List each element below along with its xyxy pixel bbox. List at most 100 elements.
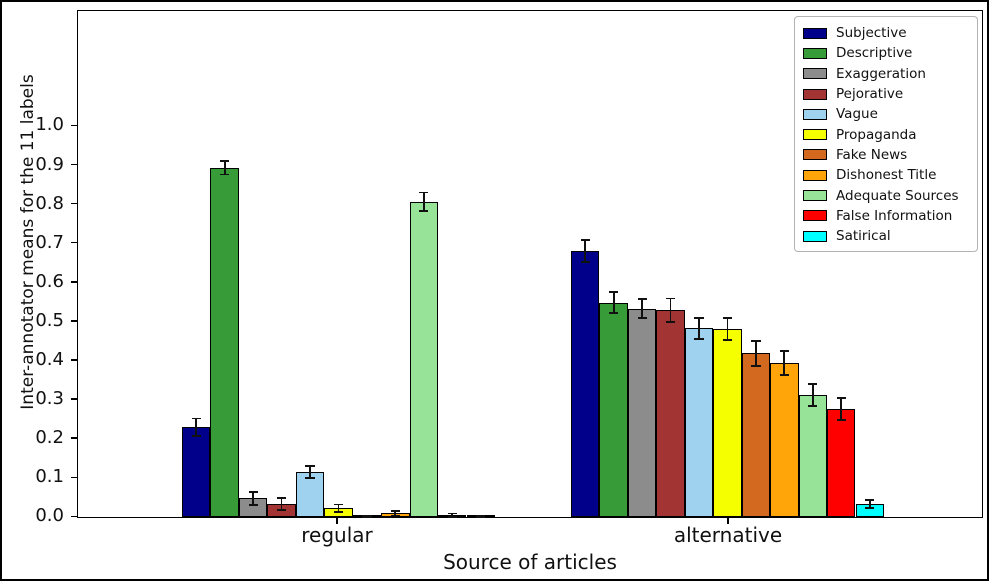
error-bar-alternative-propaganda bbox=[726, 318, 729, 340]
y-tick-mark-0.7 bbox=[71, 241, 77, 244]
error-cap-high-regular-fake-news bbox=[362, 514, 372, 517]
error-cap-low-regular-descriptive bbox=[220, 173, 230, 176]
legend-swatch-false-information bbox=[803, 210, 827, 222]
y-tick-mark-0.0 bbox=[71, 515, 77, 518]
error-cap-low-regular-satirical bbox=[476, 516, 486, 518]
y-tick-mark-0.4 bbox=[71, 359, 77, 361]
y-tick-label-0.9: 0.9 bbox=[35, 153, 64, 175]
error-cap-low-alternative-false-information bbox=[836, 418, 846, 421]
error-bar-alternative-vague bbox=[698, 317, 700, 339]
y-tick-mark-0.3 bbox=[71, 398, 77, 400]
y-tick-mark-0.1 bbox=[71, 476, 77, 479]
error-cap-low-regular-adequate-sources bbox=[419, 210, 429, 213]
y-tick-mark-0.5 bbox=[71, 320, 77, 322]
x-tick-label-alternative: alternative bbox=[673, 523, 783, 547]
bar-alternative-subjective bbox=[571, 251, 600, 517]
legend-swatch-dishonest-title bbox=[803, 169, 827, 181]
y-tick-label-0.0: 0.0 bbox=[35, 505, 64, 527]
error-bar-regular-propaganda bbox=[337, 504, 340, 513]
error-cap-high-regular-subjective bbox=[191, 417, 201, 420]
legend-swatch-subjective bbox=[803, 27, 827, 39]
error-cap-high-alternative-exaggeration bbox=[637, 297, 647, 300]
error-cap-low-alternative-pejorative bbox=[665, 321, 676, 323]
legend-swatch-descriptive bbox=[803, 47, 827, 59]
bar-regular-adequate-sources bbox=[409, 201, 439, 517]
error-cap-high-regular-vague bbox=[305, 465, 315, 468]
y-tick-mark-0.6 bbox=[71, 281, 77, 283]
error-cap-low-alternative-dishonest-title bbox=[779, 373, 789, 376]
error-cap-low-regular-exaggeration bbox=[248, 503, 258, 506]
error-bar-regular-subjective bbox=[195, 418, 198, 436]
legend-box: Subjective Descriptive Exaggeration Pejorat… bbox=[794, 16, 978, 253]
error-cap-low-alternative-satirical bbox=[865, 507, 875, 509]
legend-label-descriptive: Descriptive bbox=[836, 45, 913, 62]
legend-label-pejorative: Pejorative bbox=[836, 86, 904, 103]
legend-entry-fake-news: Fake News bbox=[803, 145, 969, 165]
error-cap-high-alternative-dishonest-title bbox=[779, 350, 789, 353]
x-tick-label-regular: regular bbox=[301, 523, 373, 547]
y-tick-mark-1.0 bbox=[71, 124, 77, 127]
legend-label-satirical: Satirical bbox=[836, 228, 891, 245]
legend-entry-false-information: False Information bbox=[803, 206, 969, 226]
legend-swatch-propaganda bbox=[803, 129, 827, 141]
error-cap-low-regular-dishonest-title bbox=[390, 514, 400, 517]
error-cap-high-alternative-vague bbox=[694, 316, 704, 319]
error-cap-low-alternative-propaganda bbox=[722, 338, 733, 341]
legend-entry-satirical: Satirical bbox=[803, 226, 969, 246]
error-cap-high-alternative-subjective bbox=[580, 239, 590, 242]
error-bar-regular-exaggeration bbox=[252, 491, 255, 505]
error-cap-high-regular-dishonest-title bbox=[390, 509, 400, 512]
legend-entry-adequate-sources: Adequate Sources bbox=[803, 185, 969, 205]
y-tick-label-0.5: 0.5 bbox=[35, 309, 64, 331]
error-cap-low-regular-propaganda bbox=[333, 511, 344, 514]
error-cap-high-regular-pejorative bbox=[276, 497, 287, 500]
error-bar-alternative-descriptive bbox=[612, 292, 615, 314]
y-tick-label-0.6: 0.6 bbox=[35, 270, 64, 292]
legend-label-subjective: Subjective bbox=[836, 25, 907, 42]
legend-swatch-vague bbox=[803, 108, 827, 120]
error-cap-low-alternative-fake-news bbox=[751, 364, 761, 367]
y-tick-mark-0.2 bbox=[71, 437, 77, 439]
error-cap-high-alternative-fake-news bbox=[751, 339, 761, 342]
y-tick-label-0.2: 0.2 bbox=[35, 427, 64, 449]
error-cap-low-alternative-adequate-sources bbox=[808, 405, 818, 407]
error-cap-high-regular-exaggeration bbox=[248, 490, 258, 493]
error-bar-alternative-false-information bbox=[840, 397, 843, 420]
error-cap-low-alternative-subjective bbox=[580, 261, 590, 263]
error-cap-low-regular-vague bbox=[305, 477, 315, 479]
x-tick-mark-alternative bbox=[727, 518, 729, 524]
legend-label-exaggeration: Exaggeration bbox=[836, 65, 926, 82]
error-bar-alternative-satirical bbox=[868, 500, 871, 509]
bar-alternative-exaggeration bbox=[627, 308, 657, 517]
error-cap-high-regular-false-information bbox=[447, 512, 457, 515]
legend-label-adequate-sources: Adequate Sources bbox=[836, 187, 959, 204]
legend-swatch-exaggeration bbox=[803, 68, 827, 80]
error-cap-high-regular-descriptive bbox=[220, 160, 230, 163]
y-tick-label-0.8: 0.8 bbox=[35, 192, 64, 214]
error-bar-alternative-fake-news bbox=[755, 340, 757, 366]
bar-alternative-false-information bbox=[827, 408, 856, 517]
error-cap-high-alternative-adequate-sources bbox=[808, 383, 818, 385]
legend-label-vague: Vague bbox=[836, 106, 878, 123]
legend-entry-subjective: Subjective bbox=[803, 23, 969, 43]
error-cap-high-regular-adequate-sources bbox=[419, 191, 429, 194]
bar-regular-vague bbox=[295, 472, 325, 517]
legend-entry-descriptive: Descriptive bbox=[803, 43, 969, 63]
error-bar-alternative-exaggeration bbox=[641, 298, 644, 319]
legend-entry-exaggeration: Exaggeration bbox=[803, 64, 969, 84]
legend-swatch-pejorative bbox=[803, 88, 827, 100]
legend-entry-pejorative: Pejorative bbox=[803, 84, 969, 104]
error-cap-low-regular-fake-news bbox=[362, 516, 372, 518]
y-tick-label-0.1: 0.1 bbox=[35, 466, 64, 488]
error-bar-alternative-adequate-sources bbox=[811, 384, 814, 406]
error-cap-high-alternative-pejorative bbox=[665, 297, 676, 300]
y-tick-label-0.3: 0.3 bbox=[35, 388, 64, 410]
legend-entry-propaganda: Propaganda bbox=[803, 124, 969, 144]
y-axis-label: Inter-annotator means for the 11 labels bbox=[18, 74, 38, 410]
bar-alternative-propaganda bbox=[713, 328, 742, 517]
error-cap-low-alternative-exaggeration bbox=[637, 317, 647, 320]
bar-alternative-pejorative bbox=[656, 310, 685, 517]
y-tick-label-0.4: 0.4 bbox=[35, 349, 64, 370]
y-tick-mark-0.8 bbox=[71, 202, 77, 205]
